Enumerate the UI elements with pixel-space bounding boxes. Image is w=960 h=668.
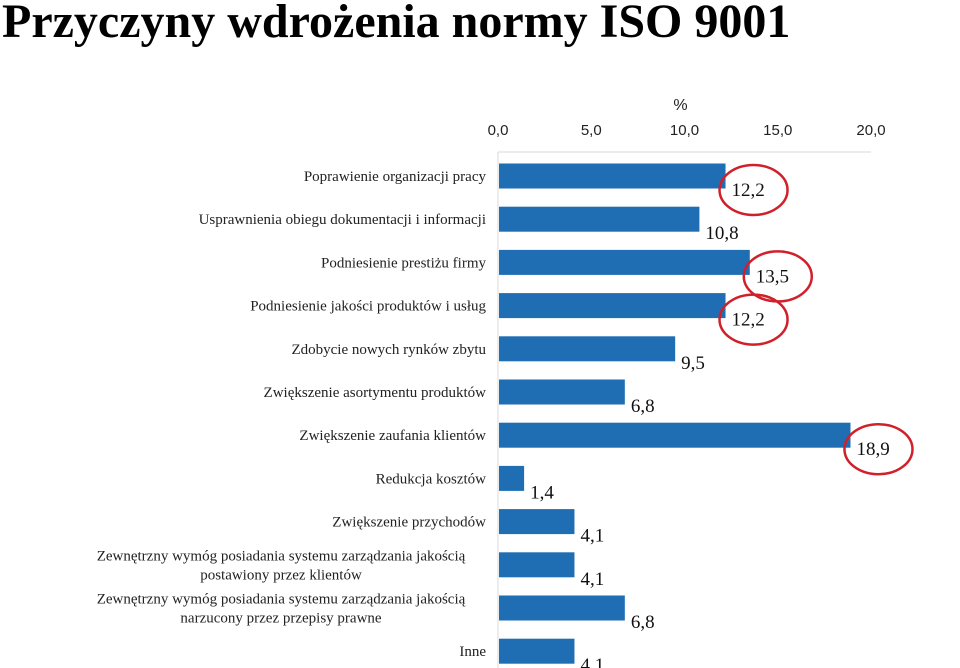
bar: [499, 509, 575, 535]
bar: [499, 293, 726, 319]
bar: [499, 638, 575, 664]
data-label: 12,2: [732, 180, 765, 201]
data-label: 6,8: [631, 396, 655, 417]
category-label: Podniesienie prestiżu firmy: [321, 255, 486, 271]
data-label: 4,1: [580, 526, 604, 547]
chart-title: Przyczyny wdrożenia normy ISO 9001: [2, 0, 791, 48]
data-label: 1,4: [530, 482, 554, 503]
highlight-circle: [718, 293, 789, 346]
category-label: Redukcja kosztów: [376, 471, 487, 487]
category-label: Inne: [459, 644, 486, 660]
bar: [499, 552, 575, 578]
bar: [499, 379, 625, 405]
bar: [499, 249, 750, 275]
category-label: Zwiększenie asortymentu produktów: [264, 385, 487, 401]
x-tick-label: 5,0: [581, 122, 602, 139]
x-tick-label: 0,0: [488, 122, 509, 139]
bar: [499, 206, 700, 232]
bar: [499, 336, 676, 362]
data-label: 13,5: [756, 266, 789, 287]
highlight-circle: [843, 422, 914, 476]
data-label: 4,1: [580, 569, 604, 590]
bar: [499, 465, 525, 491]
category-label: postawiony przez klientów: [200, 567, 362, 583]
data-label: 10,8: [705, 223, 738, 244]
data-label: 18,9: [856, 439, 889, 460]
category-label: narzucony przez przepisy prawne: [180, 611, 381, 627]
data-label: 6,8: [631, 612, 655, 633]
x-tick-label: 10,0: [670, 122, 699, 139]
x-tick-label: 15,0: [763, 122, 792, 139]
bar: [499, 163, 726, 189]
category-label: Zewnętrzny wymóg posiadania systemu zarz…: [97, 548, 466, 564]
x-tick-label: 20,0: [856, 122, 885, 139]
category-label: Poprawienie organizacji pracy: [304, 169, 487, 185]
data-label: 4,1: [580, 655, 604, 668]
bar: [499, 595, 625, 621]
category-label: Zewnętrzny wymóg posiadania systemu zarz…: [97, 592, 466, 608]
data-label: 9,5: [681, 353, 705, 374]
highlight-circle: [718, 163, 789, 217]
data-label: 12,2: [732, 310, 765, 331]
axis-unit-label: %: [673, 97, 687, 114]
category-label: Usprawnienia obiegu dokumentacji i infor…: [199, 212, 486, 228]
category-label: Zdobycie nowych rynków zbytu: [291, 342, 486, 358]
category-label: Zwiększenie zaufania klientów: [299, 428, 486, 444]
category-label: Zwiększenie przychodów: [332, 515, 486, 531]
bar: [499, 422, 851, 448]
category-label: Podniesienie jakości produktów i usług: [250, 299, 486, 315]
